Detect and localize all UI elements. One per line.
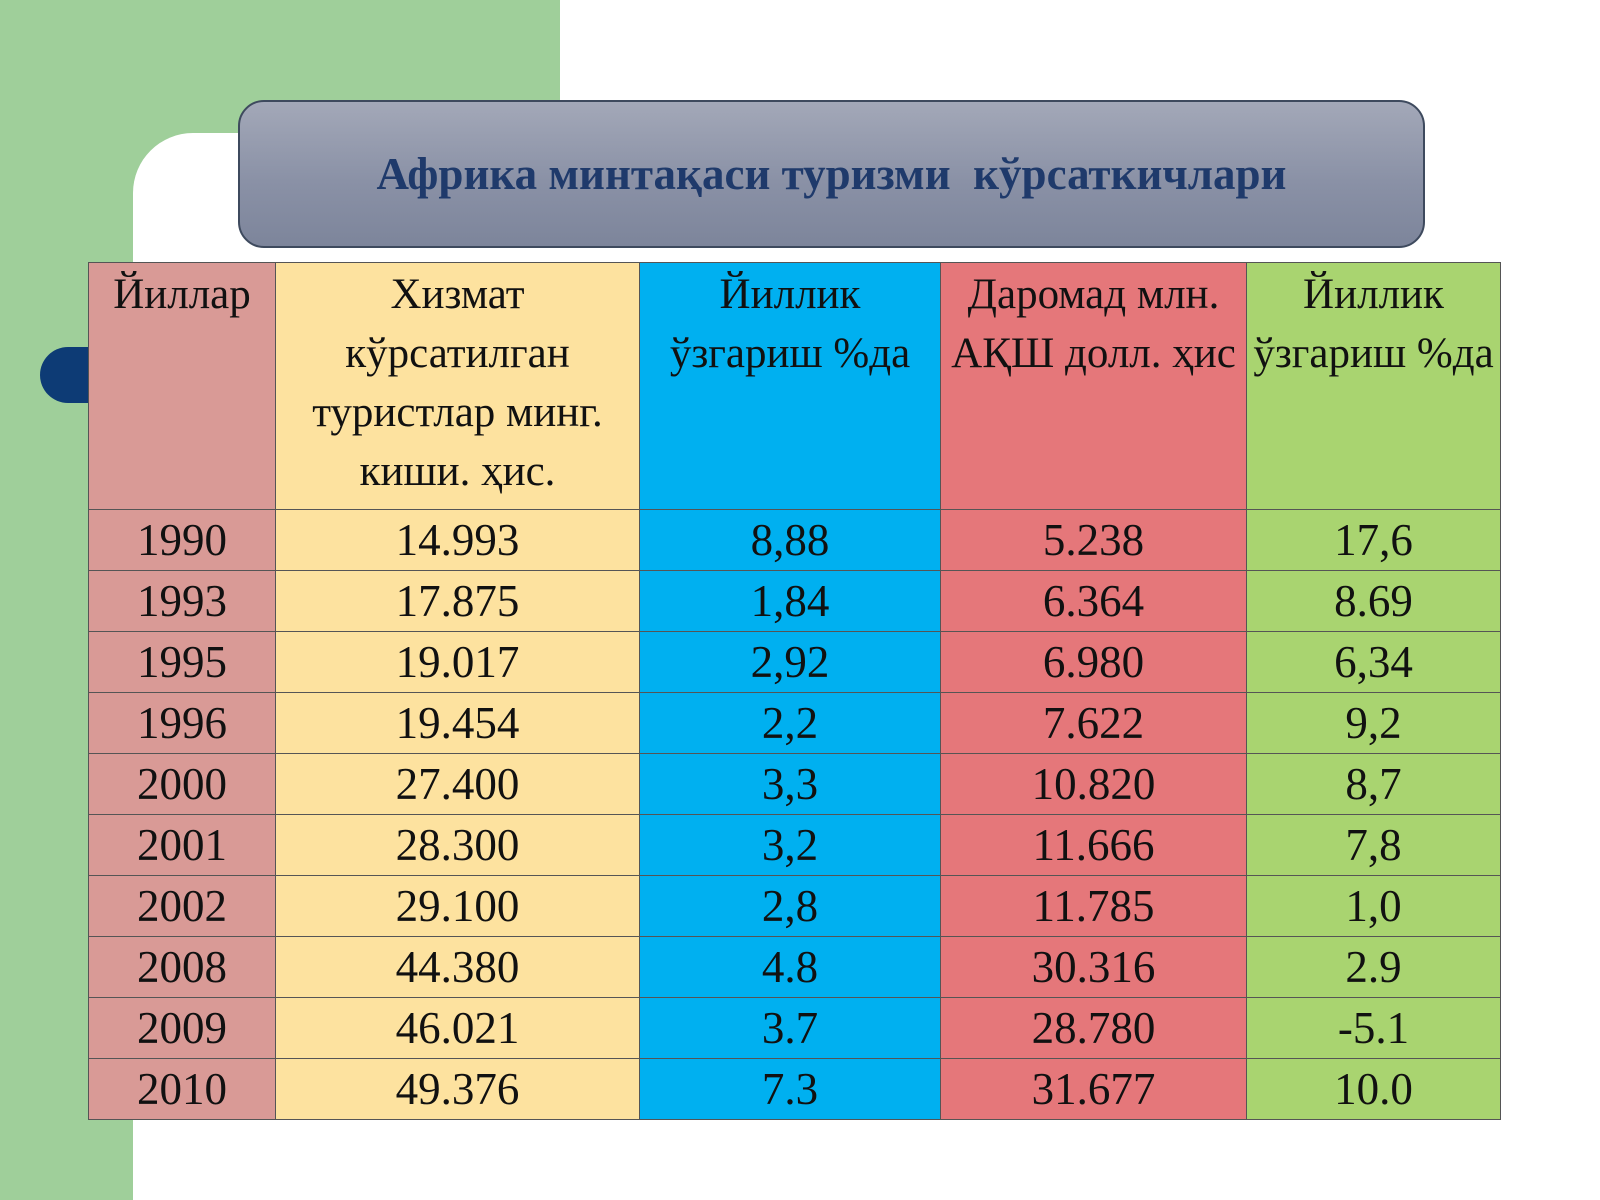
table-cell: 28.300 <box>275 814 640 876</box>
table-cell: 2010 <box>88 1058 276 1120</box>
table-cell: 7,8 <box>1246 814 1501 876</box>
table-cell: 44.380 <box>275 936 640 998</box>
table-row: 1996 19.454 2,2 7.622 9,2 <box>88 692 1501 754</box>
table-cell: 1993 <box>88 570 276 632</box>
title-box: Африка минтақаси туризми кўрсаткичлари <box>238 100 1425 248</box>
table-cell: 2002 <box>88 875 276 937</box>
table-cell: 7.622 <box>940 692 1247 754</box>
table-row: 2002 29.100 2,8 11.785 1,0 <box>88 875 1501 937</box>
table-cell: 8,88 <box>639 509 941 571</box>
header-row: Йиллар Хизмат кўрсатилган туристлар минг.… <box>88 262 1501 510</box>
table-cell: 17,6 <box>1246 509 1501 571</box>
table-cell: 28.780 <box>940 997 1247 1059</box>
table-cell: 6.364 <box>940 570 1247 632</box>
table-cell: 2009 <box>88 997 276 1059</box>
table-cell: 7.3 <box>639 1058 941 1120</box>
table-cell: 49.376 <box>275 1058 640 1120</box>
table-cell: 4.8 <box>639 936 941 998</box>
table-body: 1990 14.993 8,88 5.238 17,6 1993 17.875 1,84 6.3… <box>88 509 1501 1120</box>
table-cell: 1,84 <box>639 570 941 632</box>
table-row: 2009 46.021 3.7 28.780 -5.1 <box>88 997 1501 1059</box>
table-cell: 3,2 <box>639 814 941 876</box>
header-cell: Даромад млн. АҚШ долл. ҳис <box>940 262 1247 510</box>
table-cell: 1990 <box>88 509 276 571</box>
table-cell: 8,7 <box>1246 753 1501 815</box>
table-cell: 1,0 <box>1246 875 1501 937</box>
table-cell: 1996 <box>88 692 276 754</box>
table-cell: 6,34 <box>1246 631 1501 693</box>
table-cell: 2,92 <box>639 631 941 693</box>
header-cell: Йиллар <box>88 262 276 510</box>
table-cell: 5.238 <box>940 509 1247 571</box>
table-cell: 31.677 <box>940 1058 1247 1120</box>
table-cell: 1995 <box>88 631 276 693</box>
table-cell: 3,3 <box>639 753 941 815</box>
table-cell: 19.017 <box>275 631 640 693</box>
table-cell: 2.9 <box>1246 936 1501 998</box>
data-table: Йиллар Хизмат кўрсатилган туристлар минг.… <box>88 262 1501 1120</box>
table-cell: 29.100 <box>275 875 640 937</box>
table-cell: 2000 <box>88 753 276 815</box>
header-cell: Йиллик ўзгариш %да <box>639 262 941 510</box>
table-cell: 30.316 <box>940 936 1247 998</box>
table-cell: 10.820 <box>940 753 1247 815</box>
table-row: 1995 19.017 2,92 6.980 6,34 <box>88 631 1501 693</box>
table-cell: 11.785 <box>940 875 1247 937</box>
title: Африка минтақаси туризми кўрсаткичлари <box>376 149 1287 199</box>
table-cell: 3.7 <box>639 997 941 1059</box>
table-row: 2001 28.300 3,2 11.666 7,8 <box>88 814 1501 876</box>
table-cell: 27.400 <box>275 753 640 815</box>
header-cell: Йиллик ўзгариш %да <box>1246 262 1501 510</box>
table-cell: 11.666 <box>940 814 1247 876</box>
table-row: 2010 49.376 7.3 31.677 10.0 <box>88 1058 1501 1120</box>
table-cell: 9,2 <box>1246 692 1501 754</box>
table-cell: 14.993 <box>275 509 640 571</box>
table-cell: 17.875 <box>275 570 640 632</box>
table-cell: 2001 <box>88 814 276 876</box>
table-cell: 19.454 <box>275 692 640 754</box>
header-cell: Хизмат кўрсатилган туристлар минг. киши.… <box>275 262 640 510</box>
table-cell: -5.1 <box>1246 997 1501 1059</box>
table-cell: 2,8 <box>639 875 941 937</box>
table-cell: 6.980 <box>940 631 1247 693</box>
table-cell: 2,2 <box>639 692 941 754</box>
table-cell: 2008 <box>88 936 276 998</box>
table-row: 2008 44.380 4.8 30.316 2.9 <box>88 936 1501 998</box>
table-row: 1993 17.875 1,84 6.364 8.69 <box>88 570 1501 632</box>
table-cell: 10.0 <box>1246 1058 1501 1120</box>
table-row: 2000 27.400 3,3 10.820 8,7 <box>88 753 1501 815</box>
table-row: 1990 14.993 8,88 5.238 17,6 <box>88 509 1501 571</box>
table-cell: 8.69 <box>1246 570 1501 632</box>
table-cell: 46.021 <box>275 997 640 1059</box>
